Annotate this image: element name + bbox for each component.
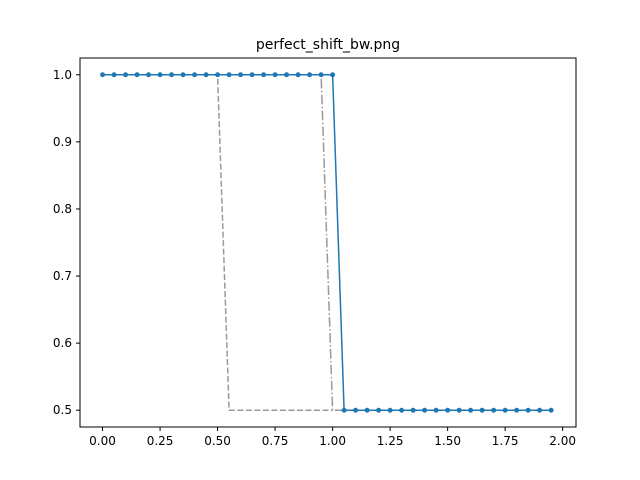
data-point	[456, 407, 462, 413]
data-point	[410, 407, 416, 413]
x-tick-label: 0.00	[89, 434, 116, 448]
data-point	[134, 72, 140, 78]
data-point	[387, 407, 393, 413]
data-point	[548, 407, 554, 413]
x-tick-label: 0.25	[147, 434, 174, 448]
data-point	[479, 407, 485, 413]
data-point	[146, 72, 152, 78]
data-point	[123, 72, 129, 78]
x-tick-label: 0.50	[204, 434, 231, 448]
series-line-dashed	[102, 74, 333, 411]
data-point	[422, 407, 428, 413]
data-point	[364, 407, 370, 413]
y-axis: 0.5 0.6 0.7 0.8 0.9 1.0	[53, 68, 80, 417]
data-point	[537, 407, 543, 413]
series-layer	[100, 72, 554, 413]
data-point	[272, 72, 278, 78]
x-tick-label: 1.00	[319, 434, 346, 448]
data-point	[238, 72, 244, 78]
x-tick-label: 1.75	[492, 434, 519, 448]
data-point	[433, 407, 439, 413]
data-point	[318, 72, 324, 78]
plot-frame	[79, 57, 577, 428]
data-point	[226, 72, 232, 78]
data-point	[249, 72, 255, 78]
x-tick-label: 1.25	[377, 434, 404, 448]
data-point	[192, 72, 198, 78]
data-point	[284, 72, 290, 78]
y-tick-label: 0.7	[53, 269, 72, 283]
data-point	[215, 72, 221, 78]
series-line-solid-markers	[102, 74, 552, 411]
y-tick-label: 0.9	[53, 135, 72, 149]
data-point	[502, 407, 508, 413]
y-tick-label: 1.0	[53, 68, 72, 82]
x-tick-label: 1.50	[434, 434, 461, 448]
plot-area	[80, 58, 576, 427]
y-tick-label: 0.5	[53, 403, 72, 417]
y-tick-label: 0.6	[53, 336, 72, 350]
data-point	[376, 407, 382, 413]
data-point	[525, 407, 531, 413]
data-point	[157, 72, 163, 78]
data-point	[180, 72, 186, 78]
x-axis: 0.00 0.25 0.50 0.75 1.00 1.25 1.50 1.75 2.00	[89, 427, 576, 448]
y-tick-label: 0.8	[53, 202, 72, 216]
data-point	[203, 72, 209, 78]
data-point	[445, 407, 451, 413]
data-point	[468, 407, 474, 413]
data-point	[261, 72, 267, 78]
data-point	[353, 407, 359, 413]
data-point	[330, 72, 336, 78]
data-point	[169, 72, 175, 78]
data-point	[491, 407, 497, 413]
data-point	[100, 72, 106, 78]
data-point	[295, 72, 301, 78]
data-point	[341, 407, 347, 413]
data-point	[111, 72, 117, 78]
chart-title: perfect_shift_bw.png	[256, 37, 400, 53]
data-point	[307, 72, 313, 78]
x-tick-label: 2.00	[549, 434, 576, 448]
series-line-dashdot	[102, 74, 345, 411]
x-tick-label: 0.75	[262, 434, 289, 448]
data-point	[399, 407, 405, 413]
data-point	[514, 407, 520, 413]
